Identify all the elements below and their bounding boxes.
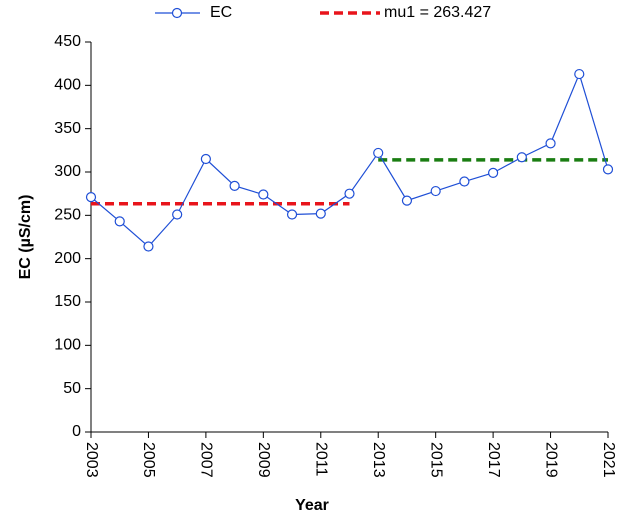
x-tick-label: 2017 <box>485 442 502 478</box>
x-tick-label: 2005 <box>140 442 157 478</box>
x-tick-label: 2021 <box>600 442 617 478</box>
series-line <box>90 72 609 248</box>
data-point <box>488 167 499 178</box>
legend-marker <box>171 7 183 19</box>
data-point <box>545 138 556 149</box>
data-point <box>401 195 413 206</box>
y-tick-label: 300 <box>54 163 81 180</box>
data-point <box>85 192 97 203</box>
x-tick-label: 2011 <box>313 442 330 477</box>
x-axis-label: Year <box>295 497 329 514</box>
data-point <box>172 209 183 220</box>
data-point <box>286 209 298 220</box>
data-point <box>200 153 211 165</box>
x-tick-label: 2007 <box>198 442 215 478</box>
data-point <box>143 241 154 252</box>
data-point <box>229 180 240 191</box>
y-tick-label: 50 <box>63 380 81 397</box>
legend-label: mu1 = 263.427 <box>384 4 491 21</box>
data-point <box>373 147 384 159</box>
data-point <box>602 164 614 175</box>
data-point <box>574 68 585 80</box>
y-tick-label: 250 <box>54 207 81 224</box>
data-point <box>258 189 269 200</box>
x-tick-label: 2009 <box>255 442 272 478</box>
data-point <box>516 152 527 163</box>
legend-label: EC <box>210 4 232 21</box>
data-point <box>344 188 355 199</box>
data-point <box>430 185 441 197</box>
y-tick-label: 0 <box>72 423 81 440</box>
x-tick-label: 2003 <box>83 442 100 478</box>
data-point <box>114 216 125 227</box>
y-tick-label: 450 <box>54 33 81 50</box>
data-point <box>459 176 470 187</box>
x-tick-label: 2019 <box>542 442 559 478</box>
y-tick-label: 100 <box>54 337 81 354</box>
y-tick-label: 200 <box>54 250 81 267</box>
y-tick-label: 350 <box>54 120 81 137</box>
y-tick-label: 150 <box>54 293 81 310</box>
y-axis-label: EC (µS/cm) <box>17 195 34 280</box>
y-tick-label: 400 <box>54 77 81 94</box>
x-tick-label: 2013 <box>370 442 387 478</box>
x-tick-label: 2015 <box>427 442 444 478</box>
legend: EC mu1 = 263.427 <box>155 4 491 21</box>
data-point <box>315 208 326 219</box>
